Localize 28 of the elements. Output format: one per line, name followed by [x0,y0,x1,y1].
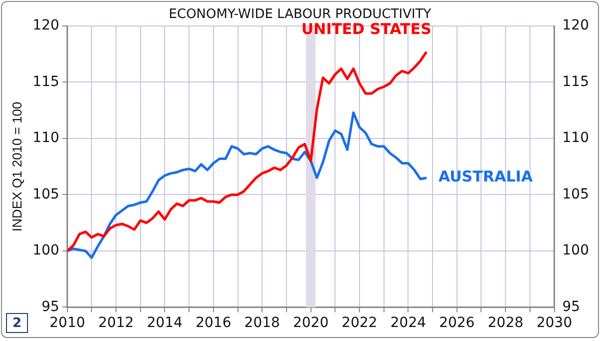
y-tick-label: 100 [32,242,60,259]
y2-tick-label: 100 [562,242,590,259]
y-tick-label: 105 [32,186,60,202]
y-tick-label: 95 [41,298,60,315]
x-tick-label: 2016 [196,315,232,332]
x-tick-label: 2026 [439,315,475,332]
chart-title: ECONOMY-WIDE LABOUR PRODUCTIVITY [168,7,432,22]
x-tick-label: 2024 [390,315,426,332]
x-tick-label: 2012 [98,315,134,332]
y2-tick-label: 105 [562,186,590,202]
x-tick-label: 2020 [292,315,329,332]
y-tick-label: 115 [32,74,60,90]
y-axis-title: INDEX Q1 2010 = 100 [9,102,24,232]
y2-tick-label: 95 [562,298,580,315]
x-tick-label: 2014 [146,315,183,332]
x-tick-label: 2028 [488,315,524,332]
x-tick-label: 2022 [342,315,378,332]
series-label: UNITED STATES [301,20,432,38]
y2-tick-label: 115 [562,74,590,90]
text: 2 [6,313,28,333]
x-tick-label: 2018 [244,315,280,332]
x-tick-label: 2030 [536,315,572,332]
series-label: AUSTRALIA [438,168,534,186]
x-tick-label: 2010 [50,315,86,332]
y-tick-label: 110 [32,130,60,146]
y2-tick-label: 120 [562,18,590,34]
y-tick-label: 120 [32,18,60,34]
y2-tick-label: 110 [562,130,590,146]
